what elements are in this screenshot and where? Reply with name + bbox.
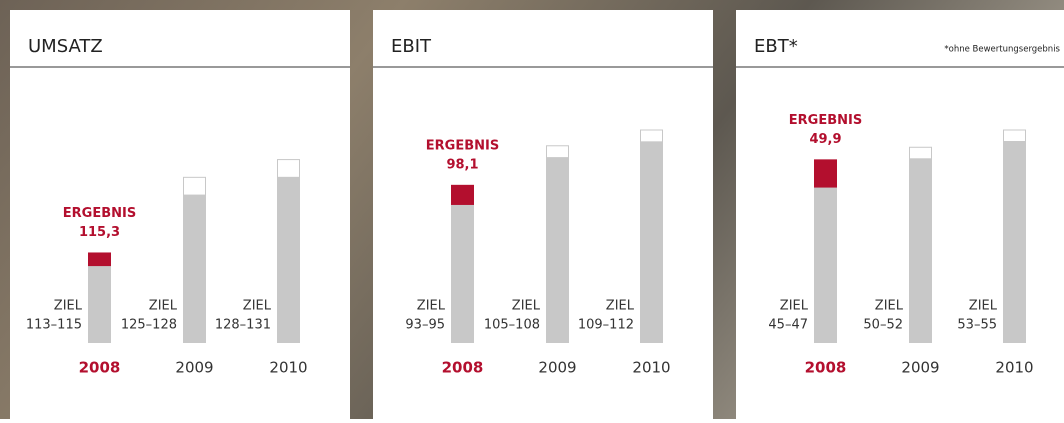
result-bar [814, 159, 837, 187]
result-bar [88, 252, 111, 266]
target-caption: ZIEL [149, 299, 178, 314]
year-label: 2008 [442, 359, 484, 377]
target-bar [88, 266, 111, 343]
target-caption: ZIEL [243, 299, 272, 314]
result-label: 115,3 [79, 225, 120, 240]
year-label: 2010 [269, 359, 307, 377]
year-label: 2010 [632, 359, 670, 377]
target-caption: ZIEL [875, 299, 904, 314]
target-label: 113–115 [26, 318, 82, 333]
target-bar [277, 177, 300, 343]
target-label: 125–128 [121, 318, 177, 333]
target-caption: ZIEL [969, 299, 998, 314]
result-caption: ERGEBNIS [789, 113, 862, 128]
panel-title: EBT* [754, 36, 798, 57]
footnote: *ohne Bewertungsergebnis [944, 45, 1060, 55]
target-label: 93–95 [405, 318, 445, 333]
target-label: 109–112 [578, 318, 634, 333]
result-caption: ERGEBNIS [63, 206, 136, 221]
target-caption: ZIEL [606, 299, 635, 314]
panel-title: UMSATZ [28, 36, 103, 57]
target-range [641, 130, 663, 142]
target-range [278, 160, 300, 178]
target-bar [640, 142, 663, 343]
target-bar [451, 205, 474, 343]
target-caption: ZIEL [54, 299, 83, 314]
year-label: 2010 [995, 359, 1033, 377]
target-bar [546, 158, 569, 343]
page: UMSATZ ERGEBNIS 115,3 ZIEL 113–115 2008 ZIEL 12… [0, 0, 1064, 419]
target-label: 50–52 [863, 318, 903, 333]
result-label: 49,9 [809, 132, 841, 147]
year-label: 2009 [538, 359, 576, 377]
target-bar [814, 188, 837, 343]
result-label: 98,1 [446, 157, 478, 172]
year-label: 2009 [175, 359, 213, 377]
target-range [547, 146, 569, 158]
target-range [1004, 130, 1026, 142]
result-caption: ERGEBNIS [426, 138, 499, 153]
year-label: 2008 [805, 359, 847, 377]
target-range [184, 177, 206, 195]
result-bar [451, 185, 474, 205]
target-bar [1003, 142, 1026, 343]
target-label: 45–47 [768, 318, 808, 333]
target-bar [183, 195, 206, 343]
target-caption: ZIEL [417, 299, 446, 314]
target-range [910, 147, 932, 159]
year-label: 2008 [79, 359, 121, 377]
year-label: 2009 [901, 359, 939, 377]
chart: UMSATZ ERGEBNIS 115,3 ZIEL 113–115 2008 ZIEL 12… [0, 0, 1064, 419]
target-caption: ZIEL [512, 299, 541, 314]
target-label: 53–55 [957, 318, 997, 333]
target-caption: ZIEL [780, 299, 809, 314]
target-label: 105–108 [484, 318, 540, 333]
target-bar [909, 159, 932, 343]
panel-title: EBIT [391, 36, 432, 57]
target-label: 128–131 [215, 318, 271, 333]
